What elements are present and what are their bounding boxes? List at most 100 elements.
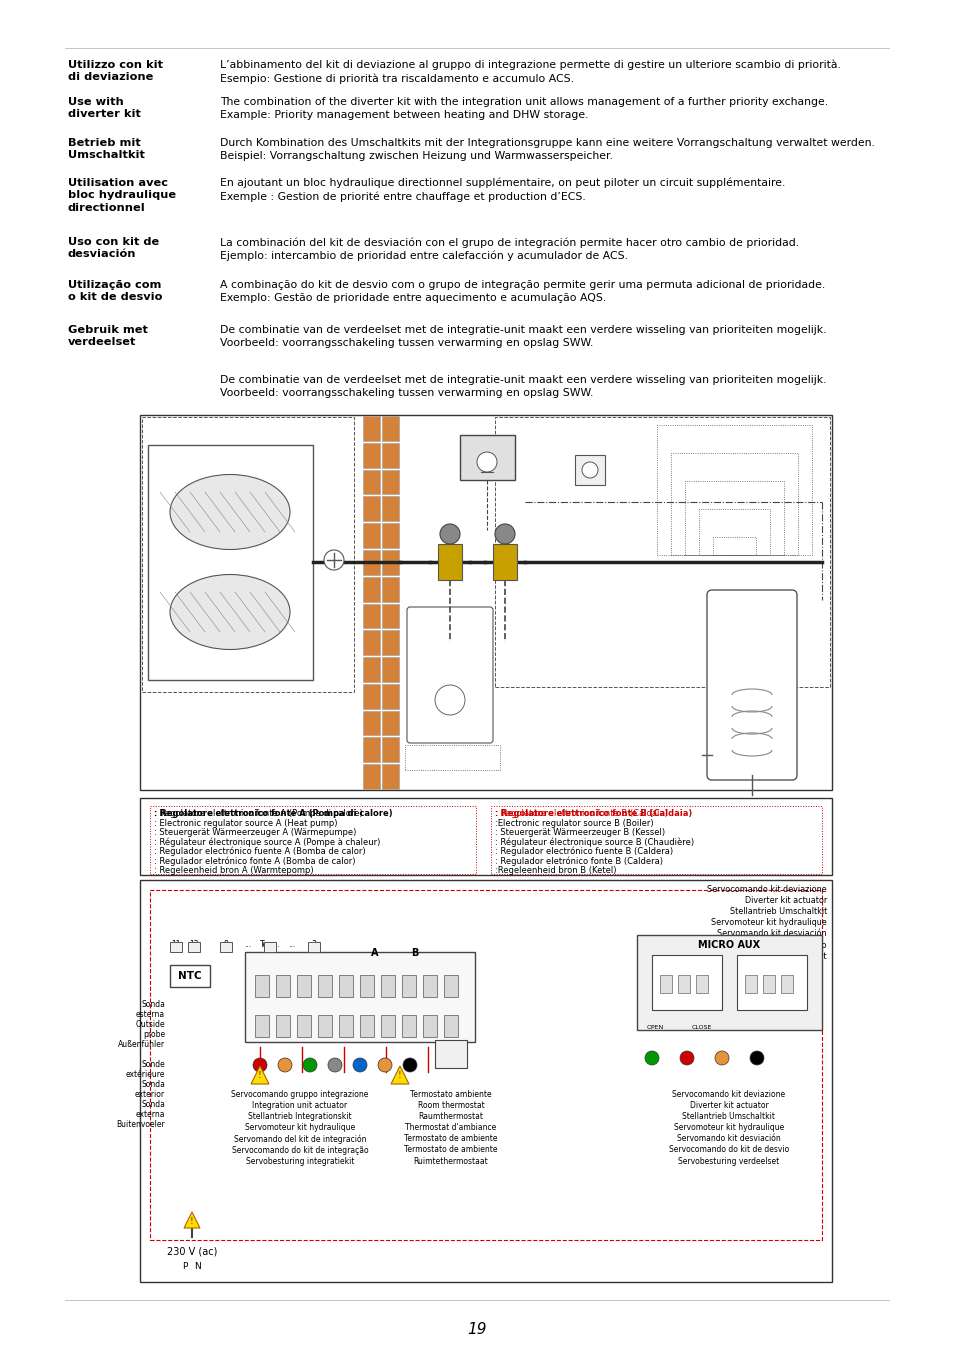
Bar (696, 975, 707, 994)
Text: Term.: Term. (259, 940, 280, 949)
Bar (363, 443, 379, 467)
Text: Sonda
esterna: Sonda esterna (135, 1000, 165, 1019)
Text: Outside
probe: Outside probe (135, 1021, 165, 1040)
Text: : Regulador electrónico fuente B (Caldera): : Regulador electrónico fuente B (Calder… (495, 846, 673, 856)
Text: Utilisation avec
bloc hydraulique
directionnel: Utilisation avec bloc hydraulique direct… (68, 178, 176, 213)
Bar (678, 975, 689, 994)
Text: L’abbinamento del kit di deviazione al gruppo di integrazione permette di gestir: L’abbinamento del kit di deviazione al g… (220, 59, 840, 85)
Bar (381, 657, 398, 682)
Text: : Regulador eletrónico fonte B (Caldera): : Regulador eletrónico fonte B (Caldera) (495, 856, 662, 865)
Text: The combination of the diverter kit with the integration unit allows management : The combination of the diverter kit with… (220, 97, 827, 120)
Text: Uso con kit de
desviación: Uso con kit de desviación (68, 238, 159, 259)
Circle shape (749, 1052, 763, 1065)
Ellipse shape (170, 575, 290, 649)
FancyBboxPatch shape (706, 590, 796, 780)
Bar (363, 576, 379, 602)
Text: 6A: 6A (362, 990, 371, 995)
Bar (422, 1015, 436, 1037)
Bar (363, 657, 379, 682)
Bar (380, 1015, 395, 1037)
Circle shape (644, 1052, 659, 1065)
Bar (459, 435, 515, 481)
Bar (401, 975, 416, 998)
Bar (381, 630, 398, 655)
Bar (762, 975, 774, 994)
Bar (657, 425, 811, 555)
Bar (363, 524, 379, 548)
Text: CLOSE: CLOSE (691, 1025, 712, 1030)
Text: : Steuergerät Wärmeerzeuger B (Kessel): : Steuergerät Wärmeerzeuger B (Kessel) (495, 828, 664, 837)
Text: Betrieb mit
Umschaltkit: Betrieb mit Umschaltkit (68, 138, 145, 161)
Text: : Regolatore elettronico fonte A (Pompa di calore): : Regolatore elettronico fonte A (Pompa … (153, 809, 362, 818)
Bar (308, 942, 319, 952)
Text: De combinatie van de verdeelset met de integratie-unit maakt een verdere wisseli: De combinatie van de verdeelset met de i… (220, 375, 825, 398)
Text: 12: 12 (189, 940, 198, 949)
Bar (435, 1040, 467, 1068)
Polygon shape (493, 544, 517, 580)
Bar (381, 603, 398, 628)
Bar (781, 975, 792, 994)
Text: Sonde
extérieure: Sonde extérieure (126, 1060, 165, 1080)
Text: : Regulador eletrónico fonte A (Bomba de calor): : Regulador eletrónico fonte A (Bomba de… (153, 856, 355, 865)
Bar (443, 1015, 457, 1037)
Bar (381, 470, 398, 494)
Text: En ajoutant un bloc hydraulique directionnel supplémentaire, on peut piloter un : En ajoutant un bloc hydraulique directio… (220, 178, 784, 202)
Circle shape (402, 1058, 416, 1072)
Bar (359, 975, 374, 998)
Text: 10A: 10A (444, 990, 456, 995)
Bar (495, 417, 829, 687)
Text: Termostato ambiente
Room thermostat
Raumthermostat
Thermostat d'ambiance
Termost: Termostato ambiente Room thermostat Raum… (404, 1089, 497, 1165)
Bar (401, 1015, 416, 1037)
Text: 8A: 8A (404, 990, 413, 995)
Bar (422, 975, 436, 998)
Bar (150, 806, 476, 873)
Bar (381, 524, 398, 548)
Bar (363, 710, 379, 736)
Bar (254, 1015, 269, 1037)
Text: Servocomando kit deviazione
Diverter kit actuator
Stellantrieb Umschaltkit
Servo: Servocomando kit deviazione Diverter kit… (699, 886, 826, 961)
Bar (296, 1015, 311, 1037)
Text: A: A (371, 948, 378, 958)
Text: 5A: 5A (341, 990, 350, 995)
Text: 9A: 9A (425, 990, 434, 995)
Circle shape (439, 524, 459, 544)
Bar (381, 416, 398, 441)
Text: ...: ... (288, 940, 295, 949)
Text: Durch Kombination des Umschaltkits mit der Integrationsgruppe kann eine weitere : Durch Kombination des Umschaltkits mit d… (220, 138, 874, 161)
Bar (363, 684, 379, 709)
Circle shape (303, 1058, 316, 1072)
Bar (363, 549, 379, 575)
Text: NTC: NTC (178, 971, 202, 981)
Bar (148, 446, 313, 680)
Bar (381, 576, 398, 602)
Text: Utilização com
o kit de desvio: Utilização com o kit de desvio (68, 279, 162, 302)
Text: Buitenvoeler: Buitenvoeler (116, 1120, 165, 1129)
Bar (363, 603, 379, 628)
Text: 7A: 7A (383, 990, 392, 995)
Bar (405, 745, 499, 769)
Text: Sonda
externa: Sonda externa (135, 1100, 165, 1119)
Bar (381, 684, 398, 709)
Text: OPEN: OPEN (646, 1025, 663, 1030)
Bar (254, 975, 269, 998)
Text: 11: 11 (172, 940, 180, 949)
Bar (737, 954, 806, 1010)
Bar (363, 630, 379, 655)
Bar (296, 975, 311, 998)
Text: 230 V (ac): 230 V (ac) (167, 1247, 217, 1257)
Text: La combinación del kit de desviación con el grupo de integración permite hacer o: La combinación del kit de desviación con… (220, 238, 799, 262)
Bar (264, 942, 275, 952)
Text: Außenfühler: Außenfühler (118, 1040, 165, 1049)
Bar (659, 975, 671, 994)
Text: MC2: MC2 (676, 963, 698, 971)
Text: 3: 3 (312, 940, 316, 949)
Text: !: ! (397, 1072, 401, 1080)
Text: : Regulador electrónico fuente A (Bomba de calor): : Regulador electrónico fuente A (Bomba … (153, 846, 365, 856)
Circle shape (328, 1058, 341, 1072)
Bar (744, 975, 757, 994)
Bar (275, 1015, 290, 1037)
Bar (359, 1015, 374, 1037)
Bar (381, 549, 398, 575)
Circle shape (353, 1058, 367, 1072)
Bar (712, 537, 755, 555)
